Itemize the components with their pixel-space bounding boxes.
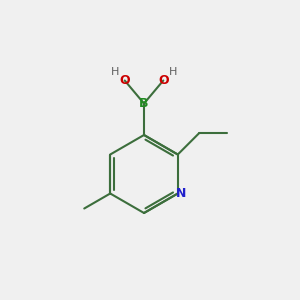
Text: H: H xyxy=(169,67,178,77)
Text: H: H xyxy=(110,67,119,77)
Text: O: O xyxy=(119,74,130,87)
Text: O: O xyxy=(158,74,169,87)
Text: B: B xyxy=(139,97,149,110)
Text: N: N xyxy=(176,187,187,200)
